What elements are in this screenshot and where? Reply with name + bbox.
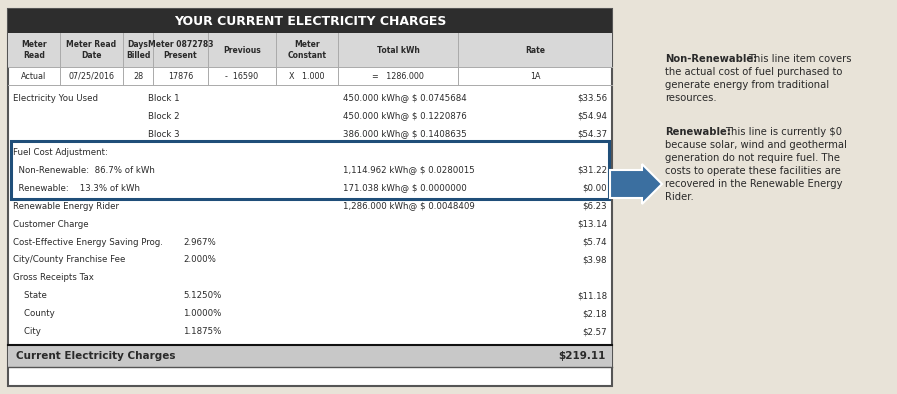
Text: Block 1: Block 1 — [148, 93, 179, 102]
Text: 2.967%: 2.967% — [183, 238, 216, 247]
Text: Rate: Rate — [525, 45, 545, 54]
Text: Current Electricity Charges: Current Electricity Charges — [16, 351, 176, 361]
Text: the actual cost of fuel purchased to: the actual cost of fuel purchased to — [665, 67, 842, 77]
Text: $2.18: $2.18 — [582, 310, 607, 318]
Text: Electricity You Used: Electricity You Used — [13, 93, 98, 102]
Text: 386.000 kWh@ $ 0.1408635: 386.000 kWh@ $ 0.1408635 — [343, 130, 466, 139]
Text: Fuel Cost Adjustment:: Fuel Cost Adjustment: — [13, 147, 108, 156]
Text: Block 2: Block 2 — [148, 112, 179, 121]
Text: Renewable:: Renewable: — [665, 127, 731, 137]
Text: resources.: resources. — [665, 93, 717, 103]
Text: Renewable:    13.3% of kWh: Renewable: 13.3% of kWh — [13, 184, 140, 193]
Text: 28: 28 — [133, 71, 143, 80]
Text: This line item covers: This line item covers — [748, 54, 851, 64]
Text: 1.1875%: 1.1875% — [183, 327, 222, 336]
Text: Customer Charge: Customer Charge — [13, 219, 89, 229]
Text: Gross Receipts Tax: Gross Receipts Tax — [13, 273, 94, 282]
Text: Meter Read
Date: Meter Read Date — [66, 40, 117, 60]
Text: $6.23: $6.23 — [582, 201, 607, 210]
Text: $5.74: $5.74 — [582, 238, 607, 247]
Text: generate energy from traditional: generate energy from traditional — [665, 80, 829, 90]
Text: $219.11: $219.11 — [559, 351, 606, 361]
Bar — [8, 33, 612, 67]
Text: This line is currently $0: This line is currently $0 — [725, 127, 842, 137]
Text: X   1.000: X 1.000 — [289, 71, 325, 80]
Text: Renewable Energy Rider: Renewable Energy Rider — [13, 201, 119, 210]
Text: $31.22: $31.22 — [577, 165, 607, 175]
Text: Rider.: Rider. — [665, 192, 693, 202]
Text: 1,114.962 kWh@ $ 0.0280015: 1,114.962 kWh@ $ 0.0280015 — [343, 165, 475, 175]
Text: 17876: 17876 — [168, 71, 193, 80]
Bar — [8, 9, 612, 386]
Text: Meter
Constant: Meter Constant — [288, 40, 327, 60]
Text: Non-Renewable:  86.7% of kWh: Non-Renewable: 86.7% of kWh — [13, 165, 155, 175]
Text: Meter
Read: Meter Read — [22, 40, 47, 60]
Text: 07/25/2016: 07/25/2016 — [68, 71, 115, 80]
Text: $33.56: $33.56 — [577, 93, 607, 102]
Text: 450.000 kWh@ $ 0.0745684: 450.000 kWh@ $ 0.0745684 — [343, 93, 466, 102]
Text: 1,286.000 kWh@ $ 0.0048409: 1,286.000 kWh@ $ 0.0048409 — [343, 201, 475, 210]
Text: =   1286.000: = 1286.000 — [372, 71, 424, 80]
Text: Non-Renewable:: Non-Renewable: — [665, 54, 757, 64]
Bar — [8, 345, 612, 367]
Text: $54.94: $54.94 — [577, 112, 607, 121]
Text: recovered in the Renewable Energy: recovered in the Renewable Energy — [665, 179, 842, 189]
Text: 171.038 kWh@ $ 0.0000000: 171.038 kWh@ $ 0.0000000 — [343, 184, 466, 193]
Text: County: County — [13, 310, 55, 318]
Text: $3.98: $3.98 — [582, 255, 607, 264]
Text: -  16590: - 16590 — [225, 71, 258, 80]
Text: costs to operate these facilities are: costs to operate these facilities are — [665, 166, 840, 176]
Text: 2.000%: 2.000% — [183, 255, 216, 264]
FancyArrow shape — [610, 164, 662, 204]
Bar — [8, 9, 612, 33]
Text: City/County Franchise Fee: City/County Franchise Fee — [13, 255, 126, 264]
Text: Days
Billed: Days Billed — [126, 40, 150, 60]
Text: State: State — [13, 292, 47, 301]
Text: 450.000 kWh@ $ 0.1220876: 450.000 kWh@ $ 0.1220876 — [343, 112, 466, 121]
Text: $0.00: $0.00 — [582, 184, 607, 193]
Text: Actual: Actual — [22, 71, 47, 80]
Text: City: City — [13, 327, 41, 336]
Text: Meter 0872783
Present: Meter 0872783 Present — [148, 40, 213, 60]
Text: Cost-Effective Energy Saving Prog.: Cost-Effective Energy Saving Prog. — [13, 238, 163, 247]
Text: 5.1250%: 5.1250% — [183, 292, 222, 301]
Text: 1A: 1A — [530, 71, 540, 80]
Text: YOUR CURRENT ELECTRICITY CHARGES: YOUR CURRENT ELECTRICITY CHARGES — [174, 15, 446, 28]
Text: Previous: Previous — [223, 45, 261, 54]
Text: generation do not require fuel. The: generation do not require fuel. The — [665, 153, 840, 163]
Text: Total kWh: Total kWh — [377, 45, 420, 54]
Text: $2.57: $2.57 — [582, 327, 607, 336]
Text: $54.37: $54.37 — [577, 130, 607, 139]
Text: Block 3: Block 3 — [148, 130, 179, 139]
Text: 1.0000%: 1.0000% — [183, 310, 222, 318]
Text: because solar, wind and geothermal: because solar, wind and geothermal — [665, 140, 847, 150]
Text: $11.18: $11.18 — [577, 292, 607, 301]
Text: $13.14: $13.14 — [577, 219, 607, 229]
